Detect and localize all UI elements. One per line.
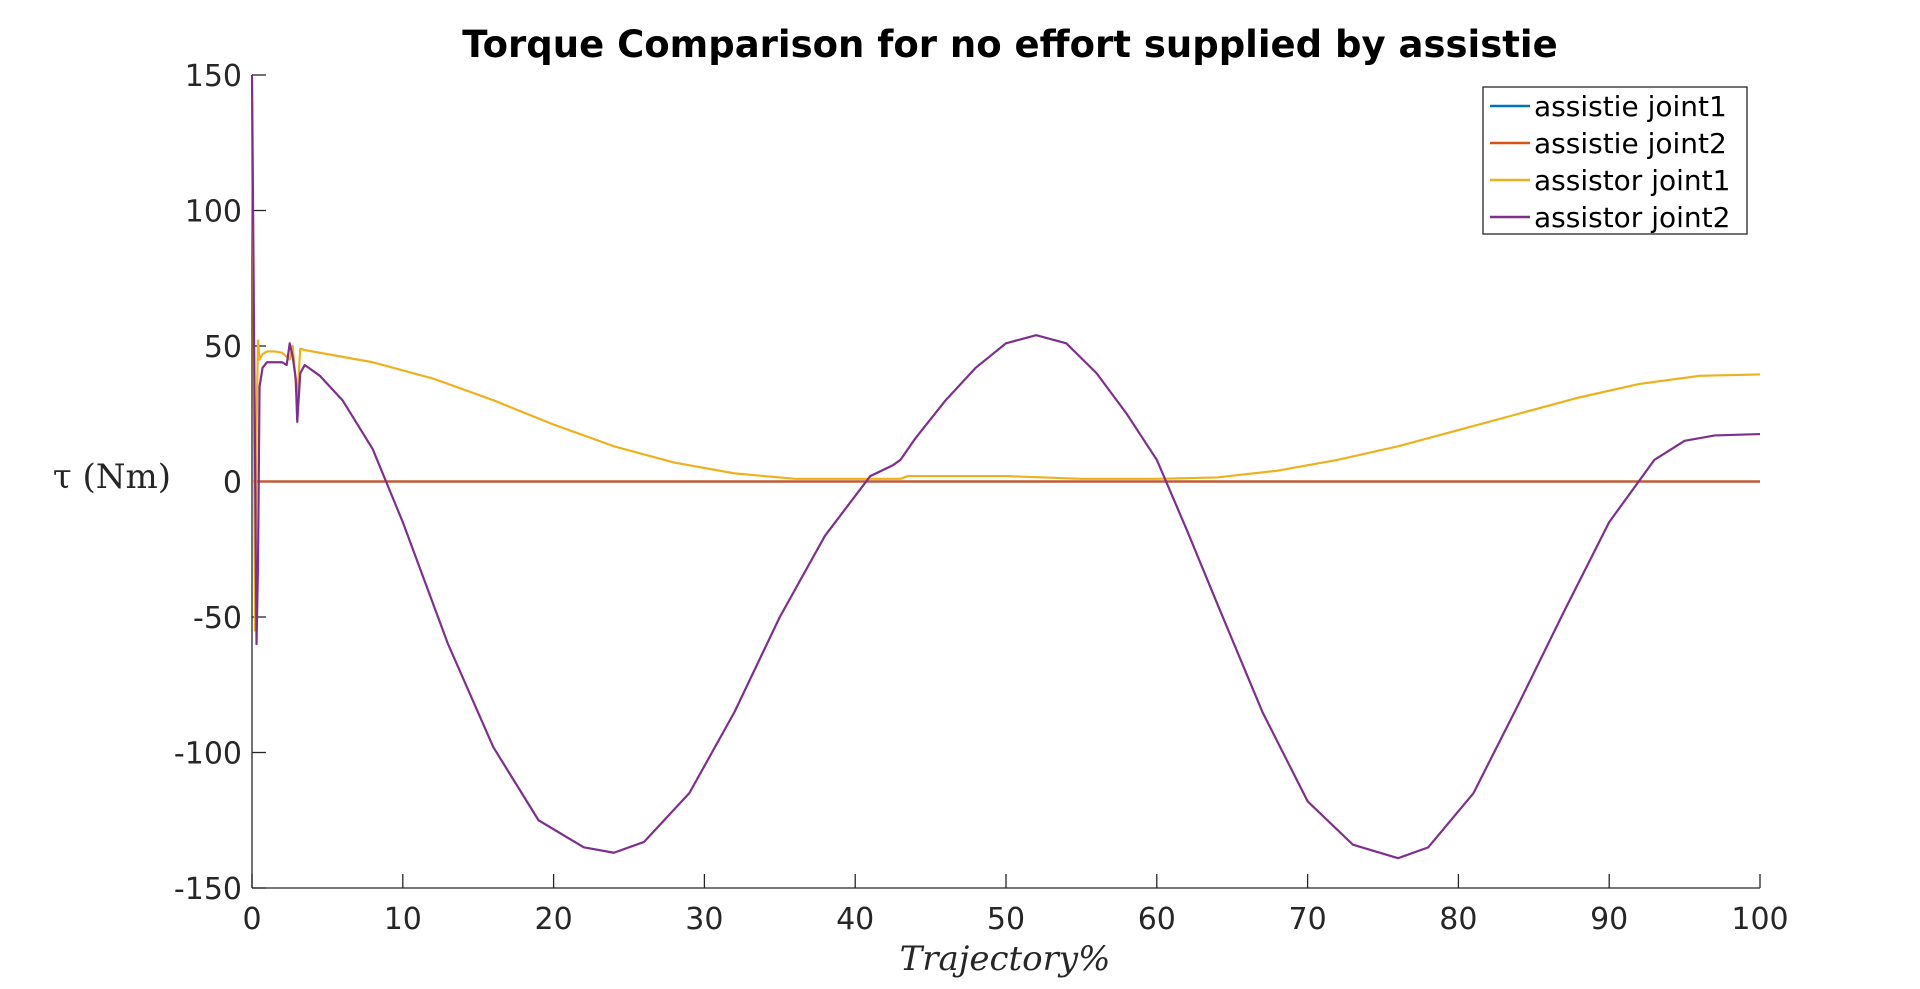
legend-entry: assistor joint2 <box>1534 201 1730 234</box>
legend-entry: assistor joint1 <box>1534 164 1730 197</box>
plot-area: 0 10 20 30 40 50 60 70 80 90 100 -150 -100 -50 0 50 100… <box>174 59 1789 937</box>
y-tick-label: 0 <box>223 466 242 501</box>
y-tick-label: 150 <box>185 59 242 94</box>
x-tick-label: 50 <box>987 902 1025 937</box>
legend-entry: assistie joint2 <box>1534 127 1727 160</box>
legend-items: assistie joint1 assistie joint2 assistor j… <box>1490 90 1730 234</box>
y-axis-label: τ (Nm) <box>53 457 171 497</box>
x-axis-label: Trajectory% <box>900 939 1111 979</box>
series-line-4 <box>250 74 1761 860</box>
x-tick-label: 40 <box>836 902 874 937</box>
y-tick-label: -150 <box>174 872 242 907</box>
x-tick-label: 100 <box>1731 902 1788 937</box>
series-line-3 <box>250 102 1761 632</box>
series-lines <box>250 74 1761 860</box>
x-tick-label: 60 <box>1138 902 1176 937</box>
x-tick-label: 80 <box>1439 902 1477 937</box>
y-tick-label: -100 <box>174 737 242 772</box>
x-tick-label: 10 <box>384 902 422 937</box>
x-ticks: 0 10 20 30 40 50 60 70 80 90 100 <box>242 874 1789 937</box>
x-tick-label: 70 <box>1289 902 1327 937</box>
x-tick-label: 0 <box>242 902 261 937</box>
y-tick-label: 100 <box>185 195 242 230</box>
y-ticks: -150 -100 -50 0 50 100 150 <box>174 59 266 907</box>
chart-title: Torque Comparison for no effort supplied… <box>462 23 1557 66</box>
legend: assistie joint1 assistie joint2 assistor j… <box>1482 86 1748 235</box>
x-tick-label: 30 <box>685 902 723 937</box>
x-tick-label: 90 <box>1590 902 1628 937</box>
legend-box <box>1482 86 1748 235</box>
y-tick-label: 50 <box>204 330 242 365</box>
x-tick-label: 20 <box>535 902 573 937</box>
y-tick-label: -50 <box>193 601 242 636</box>
legend-entry: assistie joint1 <box>1534 90 1727 123</box>
